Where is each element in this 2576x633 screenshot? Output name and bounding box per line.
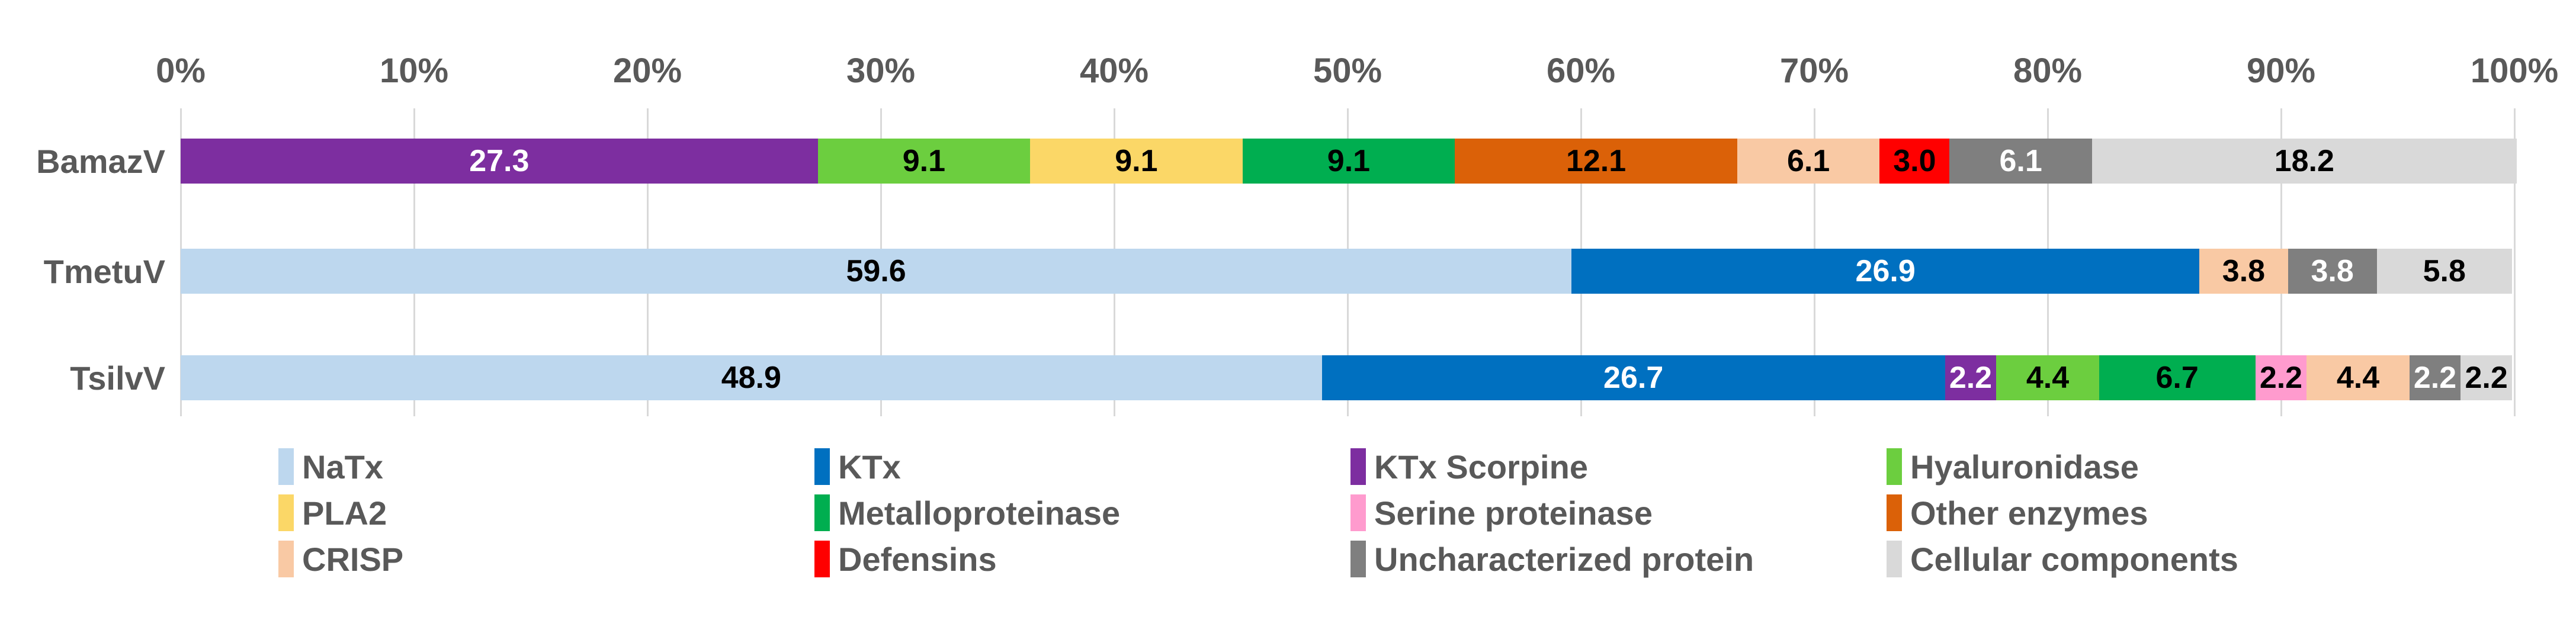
category-label: TmetuV [43, 252, 165, 290]
category-label: BamazV [36, 142, 165, 180]
legend-item: KTx Scorpine [1350, 448, 1887, 486]
x-axis-tick-label: 70% [1779, 52, 1849, 90]
gridline [2514, 108, 2516, 416]
legend-item: Metalloproteinase [814, 494, 1350, 532]
legend-item: NaTx [278, 448, 814, 486]
legend-item: Serine proteinase [1350, 494, 1887, 532]
bar-segment: 59.6 [181, 249, 1572, 294]
legend-swatch-icon [1887, 494, 1902, 531]
legend-swatch-icon [278, 541, 294, 577]
legend-label: Cellular components [1910, 540, 2238, 578]
legend-item: Defensins [814, 540, 1350, 578]
x-axis-tick-label: 100% [2470, 52, 2559, 90]
legend-item: Uncharacterized protein [1350, 540, 1887, 578]
bar-segment: 2.2 [2460, 355, 2512, 400]
legend-label: Other enzymes [1910, 494, 2148, 532]
legend-swatch-icon [814, 541, 830, 577]
x-axis-tick-label: 90% [2246, 52, 2316, 90]
legend-label: Defensins [838, 540, 997, 578]
legend: NaTx KTx KTx Scorpine Hyaluronidase PLA2 Meta… [278, 448, 2423, 578]
bar-segment: 6.7 [2099, 355, 2256, 400]
bar-row: 48.9 26.7 2.2 4.4 6.7 2.2 4.4 2.2 2.2 [181, 355, 2512, 400]
x-axis-tick-label: 80% [2013, 52, 2083, 90]
legend-label: CRISP [302, 540, 404, 578]
bar-segment: 26.9 [1571, 249, 2200, 294]
bar-segment: 4.4 [2306, 355, 2410, 400]
legend-label: NaTx [302, 448, 383, 486]
bar-segment: 12.1 [1455, 139, 1737, 184]
legend-item: Hyaluronidase [1887, 448, 2423, 486]
legend-swatch-icon [1350, 494, 1366, 531]
category-label: TsilvV [70, 359, 165, 397]
legend-swatch-icon [1887, 541, 1902, 577]
x-axis-tick-label: 40% [1079, 52, 1149, 90]
bar-segment: 2.2 [1945, 355, 1997, 400]
bar-segment: 5.8 [2376, 249, 2513, 294]
legend-label: Metalloproteinase [838, 494, 1121, 532]
legend-swatch-icon [278, 494, 294, 531]
bar-segment: 27.3 [181, 139, 818, 184]
bar-segment: 9.1 [1242, 139, 1455, 184]
bar-segment: 48.9 [181, 355, 1322, 400]
legend-item: Cellular components [1887, 540, 2423, 578]
bar-row: 59.6 26.9 3.8 3.8 5.8 [181, 249, 2513, 294]
bar-segment: 3.0 [1879, 139, 1950, 184]
bar-segment: 9.1 [817, 139, 1031, 184]
legend-swatch-icon [1887, 448, 1902, 485]
legend-label: KTx Scorpine [1374, 448, 1588, 486]
bar-row: 27.3 9.1 9.1 9.1 12.1 6.1 3.0 6.1 18.2 [181, 139, 2517, 184]
x-axis-tick-label: 60% [1546, 52, 1616, 90]
x-axis-tick-label: 50% [1313, 52, 1382, 90]
legend-label: KTx [838, 448, 901, 486]
bar-segment: 2.2 [2255, 355, 2307, 400]
legend-item: Other enzymes [1887, 494, 2423, 532]
legend-swatch-icon [814, 494, 830, 531]
bar-segment: 18.2 [2091, 139, 2517, 184]
legend-label: Uncharacterized protein [1374, 540, 1754, 578]
legend-label: PLA2 [302, 494, 387, 532]
bar-segment: 6.1 [1949, 139, 2092, 184]
bar-segment: 3.8 [2199, 249, 2288, 294]
x-axis-tick-label: 10% [379, 52, 449, 90]
bar-segment: 3.8 [2288, 249, 2377, 294]
legend-item: CRISP [278, 540, 814, 578]
legend-label: Hyaluronidase [1910, 448, 2139, 486]
legend-swatch-icon [1350, 541, 1366, 577]
x-axis-tick-label: 0% [156, 52, 206, 90]
bar-segment: 26.7 [1321, 355, 1945, 400]
legend-swatch-icon [1350, 448, 1366, 485]
x-axis-tick-label: 20% [612, 52, 682, 90]
legend-item: PLA2 [278, 494, 814, 532]
bar-segment: 4.4 [1996, 355, 2099, 400]
legend-label: Serine proteinase [1374, 494, 1653, 532]
legend-item: KTx [814, 448, 1350, 486]
legend-swatch-icon [278, 448, 294, 485]
bar-segment: 9.1 [1030, 139, 1243, 184]
bar-segment: 2.2 [2409, 355, 2461, 400]
legend-swatch-icon [814, 448, 830, 485]
bar-segment: 6.1 [1737, 139, 1880, 184]
x-axis-tick-label: 30% [846, 52, 916, 90]
